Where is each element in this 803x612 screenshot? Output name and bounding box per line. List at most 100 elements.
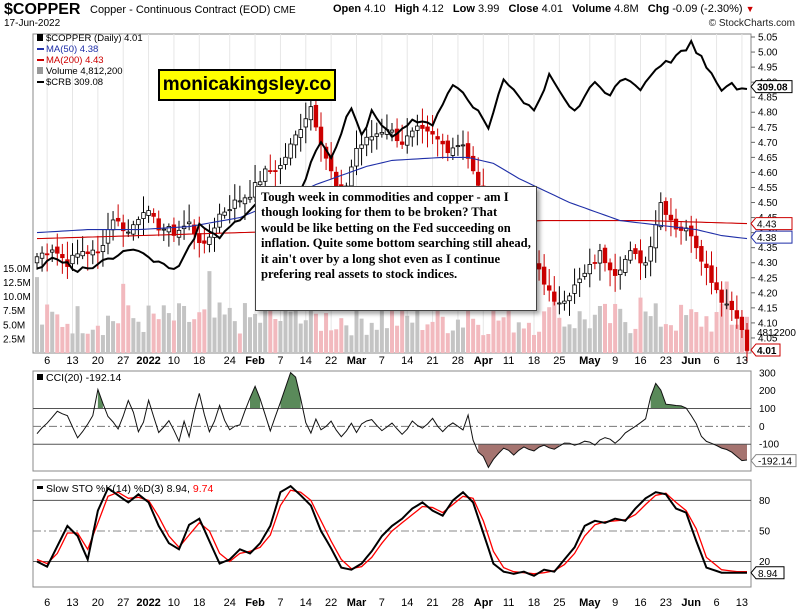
candle-body <box>207 236 212 245</box>
volume-bar <box>476 324 481 353</box>
volume-bar <box>192 319 197 353</box>
sto-k-line <box>36 484 747 577</box>
candle-body <box>115 217 121 222</box>
volume-bar <box>425 324 430 353</box>
date-tick-label: 18 <box>193 597 205 609</box>
date-tick-label: Apr <box>474 597 494 609</box>
volume-bar <box>633 328 638 353</box>
cci-value-label: -192.14 <box>758 457 792 468</box>
volume-bar <box>85 333 90 353</box>
volume-bar <box>486 333 491 353</box>
volume-bar <box>111 321 116 353</box>
volume-bar <box>400 305 405 353</box>
volume-bar <box>161 305 166 353</box>
sto-title: Slow STO %K(14) %D(3) 8.94, 9.74 <box>46 483 213 495</box>
date-tick-label: 25 <box>553 597 565 609</box>
candle-body <box>709 265 714 283</box>
candle-body <box>618 269 623 276</box>
volume-bar <box>308 302 313 353</box>
crb-line <box>36 38 748 274</box>
price-axis-label: 4.60 <box>758 168 778 179</box>
volume-bar <box>146 305 151 353</box>
candle-body <box>288 143 293 159</box>
candle-body <box>227 209 232 212</box>
legend-entry: MA(200) 4.43 <box>46 55 104 66</box>
volume-bar <box>557 317 562 353</box>
cci-axis-label: 200 <box>759 386 776 397</box>
volume-bar <box>106 315 110 353</box>
sto-panel: 80 50 20 8.94 Slow STO %K(14) %D(3) 8.94, … <box>32 479 785 588</box>
candle-body <box>166 226 172 233</box>
candle-body <box>623 258 628 273</box>
volume-bar <box>100 335 105 353</box>
volume-bar <box>597 305 602 353</box>
cci-overbought-fill <box>650 383 687 409</box>
sto-value-tag <box>750 566 785 580</box>
volume-bar <box>628 333 633 353</box>
volume-bar <box>582 319 587 353</box>
volume-bar <box>506 305 511 353</box>
date-tick-label: 6 <box>44 355 50 367</box>
volume-bar <box>537 331 542 353</box>
candle-body <box>247 196 253 200</box>
candle-body <box>151 213 156 217</box>
volume-bar <box>572 328 577 353</box>
cci-panel-frame <box>32 370 752 472</box>
candle-body <box>55 246 60 254</box>
date-tick-label: 28 <box>452 597 464 609</box>
cci-axis-label: -100 <box>759 440 779 451</box>
candle-body <box>334 171 339 187</box>
date-tick-label: 13 <box>66 597 78 609</box>
volume-bar <box>663 324 668 353</box>
candle-body <box>100 245 106 253</box>
volume-bar <box>273 319 278 353</box>
date-tick-label: 18 <box>193 355 205 367</box>
volume-bar <box>126 305 131 353</box>
candle-body <box>44 253 50 256</box>
candle-body <box>470 155 476 172</box>
date-tick-label: 27 <box>117 597 129 609</box>
candle-body <box>364 136 369 146</box>
volume-bar <box>171 320 176 353</box>
volume-bar <box>648 316 653 353</box>
candle-body <box>136 219 141 226</box>
contract-name: Copper - Continuous Contract (EOD) CME <box>90 4 296 16</box>
volume-bar <box>298 323 303 353</box>
date-tick-label: 7 <box>379 355 385 367</box>
date-tick-label: 14 <box>401 355 413 367</box>
candle-body <box>460 144 466 147</box>
date-tick-label: 7 <box>379 597 385 609</box>
candle-body <box>567 295 572 302</box>
date-tick-label: 20 <box>92 597 104 609</box>
cci-oversold-fill <box>478 444 560 468</box>
volume-bar <box>542 311 547 353</box>
candle-body <box>349 166 354 187</box>
candle-body <box>633 248 638 254</box>
candle-body <box>298 129 303 138</box>
candle-body <box>268 170 273 172</box>
candle-body <box>663 201 669 215</box>
volume-bar <box>379 279 384 353</box>
cci-overbought-fill <box>250 386 261 409</box>
volume-bar <box>684 315 689 353</box>
date-tick-label: Feb <box>245 597 265 609</box>
candle-body <box>724 303 729 306</box>
date-tick-label: 13 <box>66 355 78 367</box>
volume-axis-label: 2.5M <box>3 334 25 345</box>
date-tick-label: May <box>579 355 601 367</box>
candle-body <box>202 240 207 244</box>
candle-body <box>273 170 278 172</box>
volume-bar <box>552 301 557 353</box>
candle-body <box>648 246 653 262</box>
candle-body <box>171 224 177 236</box>
volume-bar <box>724 281 729 353</box>
volume-bar <box>60 326 65 353</box>
candle-body <box>50 249 55 253</box>
candle-body <box>597 250 603 264</box>
volume-bar <box>435 305 440 353</box>
candle-body <box>146 210 151 216</box>
volume-bar <box>709 331 714 353</box>
volume-bar <box>420 330 425 353</box>
date-tick-label: 16 <box>634 355 646 367</box>
